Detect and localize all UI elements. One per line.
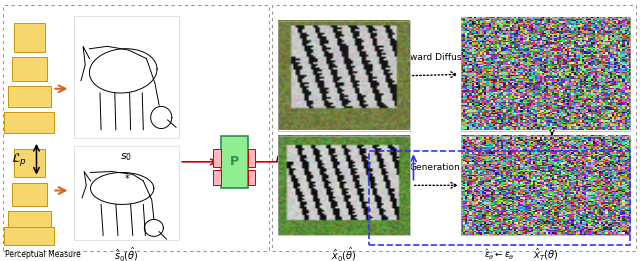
Text: *: * — [125, 174, 130, 184]
Text: $\hat{x}_0(\hat{\theta})$: $\hat{x}_0(\hat{\theta})$ — [332, 246, 356, 261]
Bar — [74, 16, 179, 138]
Text: P: P — [230, 155, 239, 168]
Text: $\hat{x}_T(\theta) \leftarrow x_T$: $\hat{x}_T(\theta) \leftarrow x_T$ — [556, 118, 594, 132]
Bar — [221, 136, 248, 188]
Bar — [248, 170, 255, 185]
Text: Forward Diffusion: Forward Diffusion — [396, 53, 475, 62]
Bar — [8, 211, 51, 232]
Text: Fine-tune: Fine-tune — [478, 208, 520, 217]
Text: $\hat{\epsilon}_{\hat{\theta}} \leftarrow \epsilon_{\theta}$: $\hat{\epsilon}_{\hat{\theta}} \leftarro… — [484, 247, 515, 261]
Text: $\mathcal{L}_p$: $\mathcal{L}_p$ — [11, 151, 26, 168]
Text: Generation: Generation — [410, 163, 461, 171]
Bar — [4, 112, 54, 133]
Text: $s_0$: $s_0$ — [120, 151, 132, 163]
Bar — [248, 149, 255, 167]
Bar — [12, 183, 47, 206]
Text: $x_0$: $x_0$ — [337, 146, 351, 158]
Bar — [213, 170, 221, 185]
Bar — [12, 57, 47, 81]
Bar — [74, 146, 179, 240]
Bar — [278, 21, 410, 130]
Text: $\hat{s}_0(\hat{\theta})$: $\hat{s}_0(\hat{\theta})$ — [114, 246, 139, 261]
Bar — [14, 149, 45, 177]
Text: $x_T$: $x_T$ — [538, 141, 553, 153]
Bar — [14, 23, 45, 52]
Bar — [461, 18, 630, 130]
Text: $\hat{x}_T(\theta)$: $\hat{x}_T(\theta)$ — [533, 247, 558, 261]
Bar — [272, 5, 636, 251]
Text: Perceptual Measure: Perceptual Measure — [5, 250, 81, 259]
Bar — [8, 86, 51, 107]
Bar — [3, 5, 269, 251]
Bar — [278, 136, 410, 235]
Bar — [369, 151, 630, 245]
Text: $\mathcal{L}_s$: $\mathcal{L}_s$ — [274, 152, 289, 167]
Bar — [4, 227, 54, 245]
Bar — [461, 136, 630, 235]
Bar — [213, 149, 221, 167]
